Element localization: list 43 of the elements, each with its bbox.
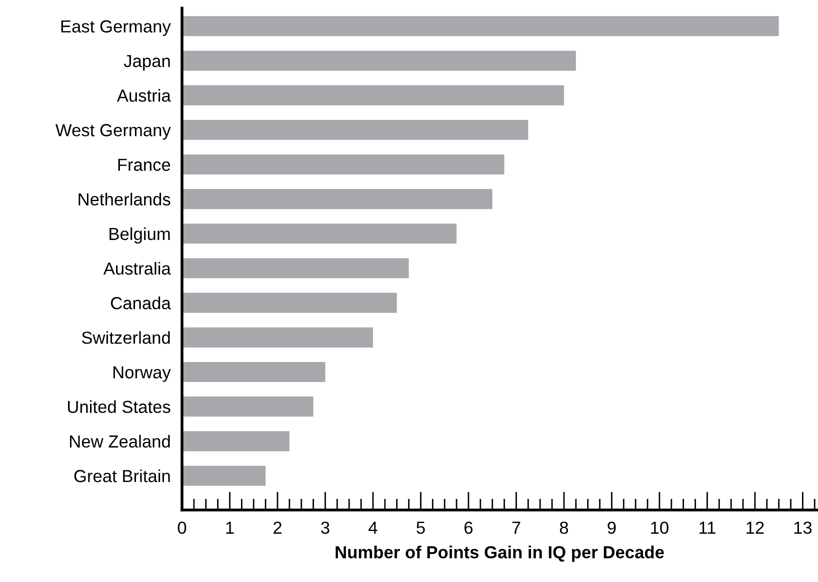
y-tick-label: United States (68, 400, 170, 414)
bar (182, 292, 397, 313)
bar (182, 466, 266, 486)
bar (182, 120, 528, 140)
bar (182, 85, 564, 106)
x-tick-label: 1 (226, 522, 234, 534)
bar (182, 327, 373, 348)
y-tick-label: Canada (110, 296, 171, 310)
x-tick-label: 10 (651, 522, 668, 534)
x-tick-label: 3 (321, 522, 330, 534)
bar (182, 50, 576, 71)
bar (182, 431, 290, 452)
y-tick-label: Australia (103, 262, 171, 275)
bar (182, 258, 409, 278)
bar (182, 224, 457, 244)
x-tick-label: 13 (794, 522, 812, 534)
x-tick-label: 7 (512, 522, 520, 534)
y-tick-label: Japan (124, 55, 170, 71)
y-tick-label: West Germany (56, 124, 171, 140)
x-tick-label: 0 (178, 522, 186, 534)
x-tick-label: 6 (464, 522, 473, 534)
bar (182, 16, 779, 36)
y-tick-label: Netherlands (78, 192, 170, 206)
y-tick-label: France (118, 158, 170, 171)
y-tick-label: Great Britain (74, 469, 170, 482)
x-tick-label: 5 (416, 522, 425, 534)
x-tick-label: 12 (746, 522, 764, 534)
x-tick-label: 9 (608, 522, 616, 534)
bar (182, 362, 326, 382)
y-tick-label: Belgium (110, 227, 170, 244)
x-tick-label: 2 (274, 522, 282, 534)
y-tick-label: East Germany (61, 20, 171, 36)
x-axis-title: Number of Points Gain in IQ per Decade (336, 546, 664, 562)
x-tick-label: 8 (560, 522, 568, 534)
y-tick-label: Austria (116, 89, 171, 102)
y-tick-label: Norway (113, 366, 171, 382)
bar (182, 189, 492, 210)
x-tick-label: 11 (700, 522, 716, 534)
x-tick-label: 4 (368, 522, 378, 534)
bar (182, 154, 504, 175)
bar (182, 396, 314, 417)
y-tick-label: Switzerland (82, 331, 170, 344)
y-tick-label: New Zealand (70, 434, 170, 448)
